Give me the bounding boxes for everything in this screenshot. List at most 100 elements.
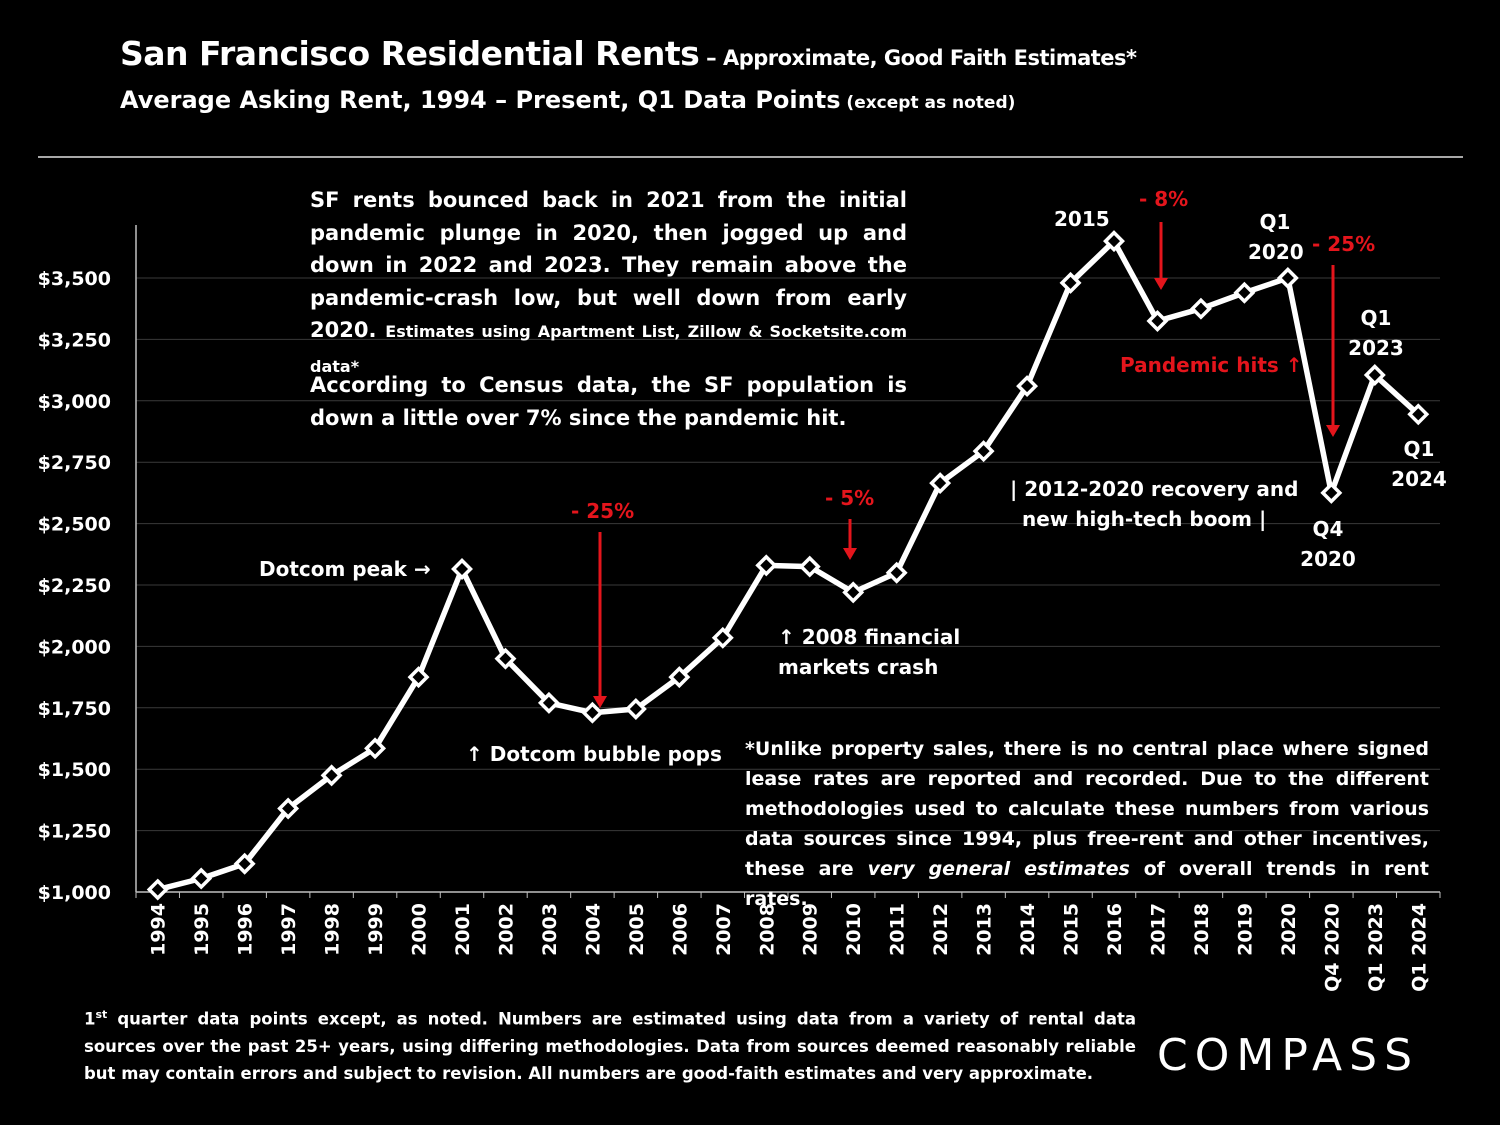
x-tick-label: 2005 (626, 903, 648, 956)
y-tick-label: $1,500 (38, 759, 111, 781)
data-point-marker (1233, 281, 1256, 304)
annotation-drop-8: - 8% (1139, 187, 1189, 211)
x-tick-label: 2001 (452, 903, 474, 956)
data-point-marker (1320, 481, 1343, 504)
data-point-marker (190, 867, 213, 890)
annotation-q1-2023-line2: 2023 (1348, 336, 1404, 360)
drop-arrow-head (1326, 425, 1340, 437)
x-tick-label: 2013 (974, 903, 996, 956)
x-tick-label: 2014 (1017, 903, 1039, 956)
data-point-marker (1016, 375, 1039, 398)
x-tick-label: 1998 (322, 903, 344, 956)
x-tick-label: Q4 2020 (1321, 903, 1343, 992)
chart-title-sub: – Approximate, Good Faith Estimates* (699, 46, 1137, 70)
data-point-marker (320, 764, 343, 787)
data-point-marker (364, 737, 387, 760)
x-tick-label: 1997 (278, 903, 300, 956)
data-point-marker (1146, 310, 1169, 332)
chart-title-main: San Francisco Residential Rents (120, 34, 700, 73)
y-tick-label: $1,250 (38, 821, 111, 843)
drop-arrow-head (593, 696, 607, 708)
annotation-q1-2020-line1: Q1 (1259, 210, 1291, 234)
x-tick-label: 2000 (409, 903, 431, 956)
annotation-drop-25-pandemic: - 25% (1312, 232, 1376, 256)
y-tick-label: $2,000 (38, 636, 111, 658)
x-tick-label: 2016 (1104, 903, 1126, 956)
data-point-marker (407, 666, 430, 689)
x-tick-label: 2011 (887, 903, 909, 956)
y-tick-label: $1,750 (38, 698, 111, 720)
x-tick-label: 2010 (843, 903, 865, 956)
x-tick-label: 2015 (1061, 903, 1083, 956)
y-tick-label: $3,000 (38, 391, 111, 413)
data-point-marker (798, 555, 821, 578)
header-divider (38, 156, 1463, 158)
annotation-q1-2024-line2: 2024 (1391, 467, 1447, 491)
annotation-recovery-line1: | 2012-2020 recovery and (1010, 477, 1299, 501)
y-tick-label: $1,000 (38, 882, 111, 904)
annotation-recovery-line2: new high-tech boom | (1022, 507, 1267, 531)
x-tick-label: 2008 (756, 903, 778, 956)
drop-arrow-head (1154, 278, 1168, 290)
annotation-drop-25-dotcom: - 25% (571, 499, 635, 523)
y-tick-label: $3,250 (38, 329, 111, 351)
x-tick-label: 2002 (495, 903, 517, 956)
data-point-marker (842, 581, 865, 604)
disclaimer-emphasis: very general estimates (867, 858, 1130, 880)
x-tick-label: Q1 2024 (1408, 903, 1430, 992)
footnote-text: quarter data points except, as noted. Nu… (84, 1009, 1136, 1083)
data-point-marker (233, 852, 256, 875)
data-point-marker (885, 561, 908, 584)
data-point-marker (929, 472, 952, 495)
x-tick-label: 2012 (930, 903, 952, 956)
axes (135, 225, 1441, 898)
data-point-marker (581, 701, 604, 724)
x-tick-label: 2009 (800, 903, 822, 956)
data-point-marker (711, 626, 734, 649)
annotation-drop-5: - 5% (825, 486, 875, 510)
x-tick-label: 2004 (582, 903, 604, 956)
y-tick-label: $3,500 (38, 268, 111, 290)
red-drop-arrows (593, 222, 1340, 708)
annotation-2008-crash-line2: markets crash (778, 655, 939, 679)
disclaimer-part1: *Unlike property sales, there is no cent… (745, 738, 1429, 880)
y-tick-label: $2,750 (38, 452, 111, 474)
data-point-marker (277, 797, 300, 820)
y-tick-labels: $1,000 $1,250 $1,500 $1,750 $2,000 $2,250 $2,5… (38, 268, 111, 904)
footnote-number: 1 (84, 1009, 96, 1029)
x-tick-label: 2019 (1234, 903, 1256, 956)
data-point-marker (1189, 297, 1212, 320)
data-point-marker (146, 878, 169, 901)
annotation-q1-2020-line2: 2020 (1248, 240, 1304, 264)
annotation-dotcom-pops: ↑ Dotcom bubble pops (466, 742, 722, 766)
x-tick-label: 2007 (713, 903, 735, 956)
x-tick-label: Q1 2023 (1365, 903, 1387, 992)
x-tick-label: 1999 (365, 903, 387, 956)
data-point-marker (972, 440, 995, 463)
annotation-2008-crash-line1: ↑ 2008 financial (778, 625, 961, 649)
chart-subtitle-sub: (except as noted) (840, 93, 1016, 113)
disclaimer-note: *Unlike property sales, there is no cent… (745, 734, 1429, 914)
data-point-marker (1059, 271, 1082, 294)
annotation-q1-2024-line1: Q1 (1403, 437, 1435, 461)
drop-arrow-head (843, 548, 857, 560)
compass-logo: COMPASS (1157, 1030, 1419, 1081)
x-tick-label: 1994 (148, 903, 170, 956)
data-points (146, 230, 1430, 901)
annotation-2015: 2015 (1054, 207, 1110, 231)
data-point-marker (1276, 267, 1299, 289)
footnote-superscript: st (95, 1008, 108, 1021)
footnote: 1st quarter data points except, as noted… (84, 1001, 1136, 1087)
grid-lines (136, 277, 1440, 832)
x-tick-label: 1995 (191, 903, 213, 956)
info-paragraph-2: According to Census data, the SF populat… (310, 373, 907, 430)
y-tick-label: $2,500 (38, 514, 111, 536)
data-point-marker (537, 691, 560, 714)
x-tick-labels: 1994 1995 1996 1997 1998 1999 2000 2001 2002 2003… (148, 903, 1431, 992)
data-point-marker (494, 647, 517, 670)
annotation-dotcom-peak: Dotcom peak → (259, 557, 431, 581)
info-paragraph-1-sources: Estimates using Apartment List, Zillow &… (310, 322, 907, 376)
x-tick-label: 2020 (1278, 903, 1300, 956)
annotation-q4-2020-line1: Q4 (1312, 517, 1344, 541)
